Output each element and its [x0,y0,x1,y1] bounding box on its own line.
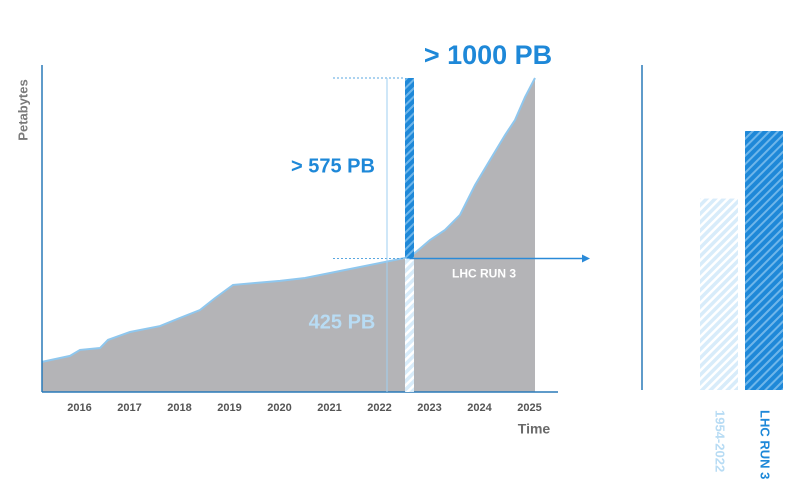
stack-segment [405,258,414,392]
x-tick-label: 2025 [517,402,541,414]
arrow-head [582,254,590,263]
x-tick-label: 2016 [67,402,91,414]
segment-label: 425 PB [309,311,376,333]
x-tick-label: 2022 [367,402,391,414]
comparison-label: 1954-2022 [713,410,728,472]
x-tick-label: 2023 [417,402,441,414]
comparison-label: LHC RUN 3 [758,410,773,479]
x-tick-label: 2021 [317,402,341,414]
x-tick-label: 2018 [167,402,191,414]
area-outline [41,77,536,363]
x-tick-label: 2019 [217,402,241,414]
x-tick-label: 2017 [117,402,141,414]
comparison-bar [745,131,783,390]
total-label: > 1000 PB [424,40,552,70]
stack-segment [405,78,414,259]
arrow-label: LHC RUN 3 [452,267,516,281]
area [42,78,535,392]
x-tick-label: 2024 [467,402,492,414]
comparison-bar [700,198,738,390]
x-tick-label: 2020 [267,402,291,414]
segment-label: > 575 PB [291,155,375,177]
y-axis-label: Petabytes [15,79,30,140]
x-axis-label: Time [518,421,551,437]
